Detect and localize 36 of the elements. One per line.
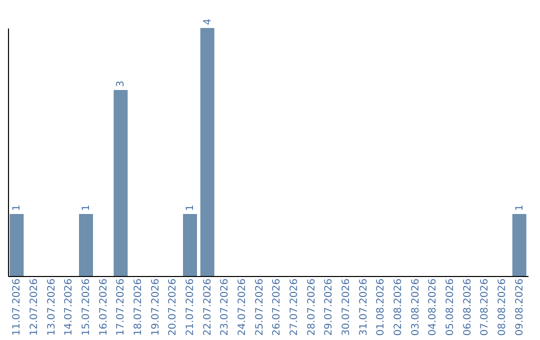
x-tick-label: 16.07.2026	[98, 278, 110, 336]
x-tick-label: 15.07.2026	[81, 278, 92, 336]
data-label: 1	[514, 204, 526, 211]
x-tick-label: 28.07.2026	[306, 278, 318, 336]
x-tick-label: 19.07.2026	[150, 278, 162, 336]
x-tick-label: 26.07.2026	[272, 278, 283, 336]
x-tick-label: 14.07.2026	[64, 278, 75, 336]
x-tick-label: 01.08.2026	[376, 278, 387, 336]
data-label: 1	[81, 204, 92, 211]
x-tick-label: 30.07.2026	[341, 278, 352, 336]
x-tick-label: 08.08.2026	[497, 278, 508, 336]
x-tick-label: 21.07.2026	[185, 278, 196, 336]
data-label: 1	[185, 204, 196, 211]
x-tick-label: 05.08.2026	[445, 278, 456, 336]
x-tick-label: 03.08.2026	[410, 278, 422, 336]
x-tick-label: 12.07.2026	[29, 278, 40, 336]
x-tick-label: 17.07.2026	[116, 278, 127, 336]
x-tick-label: 02.08.2026	[393, 278, 404, 336]
data-label: 3	[116, 80, 127, 87]
x-tick-label: 06.08.2026	[462, 278, 474, 336]
x-tick-label: 13.07.2026	[46, 278, 58, 336]
x-tick-label: 29.07.2026	[324, 278, 335, 336]
x-tick-label: 07.08.2026	[480, 278, 491, 336]
data-label: 1	[12, 204, 23, 211]
x-tick-label: 23.07.2026	[220, 278, 231, 336]
x-tick-label: 31.07.2026	[358, 278, 370, 336]
x-tick-label: 25.07.2026	[254, 278, 266, 336]
x-tick-label: 24.07.2026	[237, 278, 248, 336]
data-label: 4	[202, 18, 214, 25]
x-tick-label: 11.07.2026	[12, 278, 23, 336]
x-tick-label: 18.07.2026	[133, 278, 144, 336]
x-tick-label: 09.08.2026	[514, 278, 526, 336]
x-tick-label: 20.07.2026	[168, 278, 179, 336]
x-tick-label: 22.07.2026	[202, 278, 214, 336]
x-tick-label: 04.08.2026	[428, 278, 439, 336]
x-tick-label: 27.07.2026	[289, 278, 300, 336]
